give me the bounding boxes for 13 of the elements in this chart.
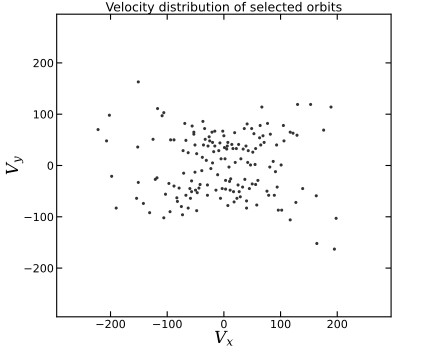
y-tick-label: 100 xyxy=(34,110,54,119)
y-tick-label: −100 xyxy=(24,212,54,222)
x-axis-title: V$_{x}$ xyxy=(215,330,233,346)
x-tick-label: 100 xyxy=(271,320,290,328)
y-tick-label: 200 xyxy=(34,58,54,68)
x-tick-label: 200 xyxy=(327,320,348,328)
y-tick-label: 0 xyxy=(48,161,54,170)
x-tick-label: 0 xyxy=(221,320,227,328)
x-tick-label: −100 xyxy=(153,320,182,328)
y-axis-title: V$_{y}$ xyxy=(6,156,24,174)
chart-title: Velocity distribution of selected orbits xyxy=(106,2,342,14)
x-tick-label: −200 xyxy=(96,320,126,328)
y-tick-label: −200 xyxy=(24,264,54,272)
